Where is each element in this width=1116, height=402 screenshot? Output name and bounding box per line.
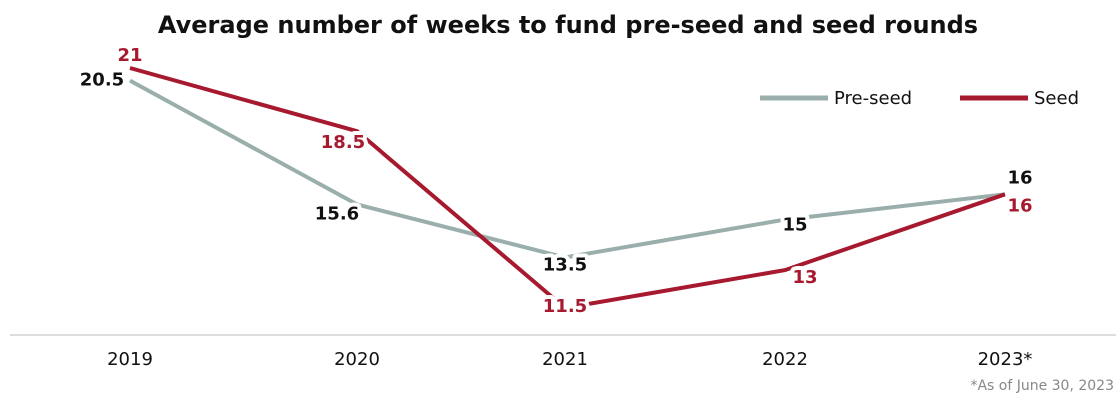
data-label: 13.5 <box>543 254 587 275</box>
data-label: 20.5 <box>80 70 124 91</box>
series-line <box>129 66 1006 311</box>
x-tick-label: 2022 <box>762 349 808 370</box>
legend-label: Pre-seed <box>834 88 912 109</box>
legend-label: Seed <box>1034 88 1079 109</box>
data-label: 15.6 <box>315 203 359 224</box>
data-label: 15 <box>782 215 807 236</box>
x-tick-label: 2019 <box>107 349 153 370</box>
chart-title: Average number of weeks to fund pre-seed… <box>158 11 978 39</box>
data-label: 16 <box>1007 167 1032 188</box>
footnote: *As of June 30, 2023 <box>970 378 1114 394</box>
data-label: 18.5 <box>321 132 365 153</box>
x-tick-label: 2021 <box>542 349 588 370</box>
data-label: 11.5 <box>543 296 587 317</box>
data-label: 21 <box>117 45 142 66</box>
data-label: 16 <box>1007 195 1032 216</box>
series-line <box>129 78 1006 260</box>
x-tick-label: 2023* <box>978 349 1033 370</box>
data-label: 13 <box>792 267 817 288</box>
x-tick-label: 2020 <box>334 349 380 370</box>
